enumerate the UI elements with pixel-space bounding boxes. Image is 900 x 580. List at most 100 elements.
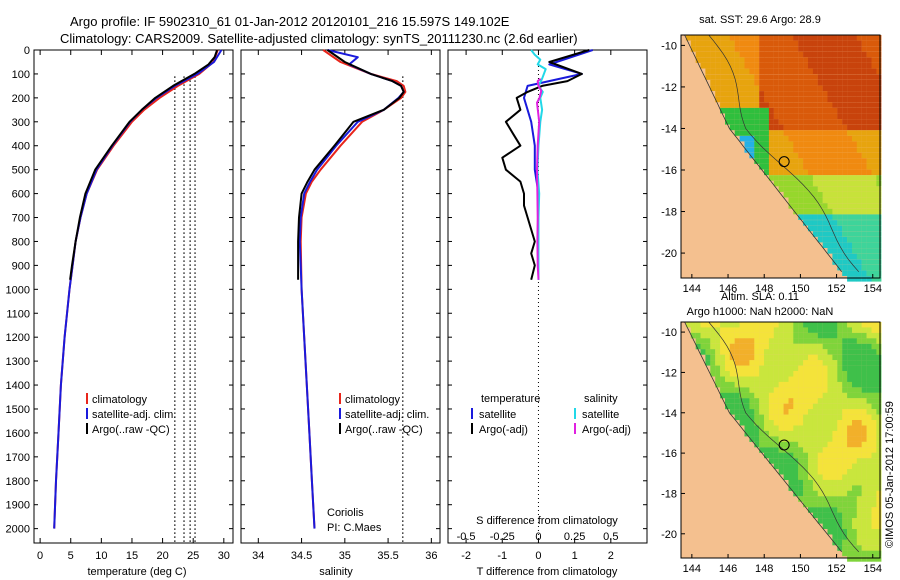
map-cell — [734, 124, 740, 131]
map-cell — [817, 85, 823, 91]
map-cell — [803, 124, 809, 131]
map-cell — [847, 343, 853, 350]
map-cell — [861, 197, 867, 204]
map-cell — [773, 96, 779, 103]
map-cell — [725, 322, 730, 328]
map-cell — [852, 68, 857, 75]
map-cell — [768, 376, 774, 382]
map-cell — [832, 539, 838, 546]
y-tick-label: 1600 — [6, 428, 30, 440]
map-cell — [808, 381, 813, 388]
map-cell — [725, 96, 730, 103]
map-cell — [876, 169, 882, 176]
map-cell — [847, 523, 853, 529]
map-cell — [803, 214, 809, 220]
map-cell — [866, 113, 872, 119]
map-cell — [866, 354, 872, 361]
map-cell — [715, 74, 721, 80]
map-cell — [812, 365, 818, 372]
map-cell — [842, 119, 848, 125]
map-cell — [734, 338, 740, 344]
y-tick-label: 1900 — [6, 500, 30, 512]
map-cell — [876, 147, 882, 153]
y-tick-label: 0 — [24, 45, 30, 57]
map-cell — [768, 420, 774, 426]
map-cell — [817, 436, 823, 442]
map-cell — [778, 124, 784, 131]
map-cell — [729, 349, 735, 355]
map-cell — [832, 332, 838, 339]
map-cell — [871, 474, 877, 480]
map-cell — [778, 141, 784, 147]
map-cell — [852, 441, 857, 448]
map-cell — [876, 96, 882, 103]
map-cell — [783, 91, 789, 97]
map-cell — [720, 381, 726, 388]
map-cell — [734, 398, 740, 404]
map-cell — [705, 322, 711, 328]
map-cell — [768, 63, 774, 69]
map-cell — [778, 68, 784, 75]
map-cell — [729, 40, 735, 47]
map-cell — [866, 225, 872, 232]
map-cell — [808, 365, 813, 372]
map-cell — [817, 74, 823, 80]
map-cell — [837, 231, 843, 237]
map-cell — [832, 349, 838, 355]
map-cell — [817, 220, 823, 226]
map-cell — [764, 85, 769, 91]
map-cell — [729, 85, 735, 91]
map-cell — [871, 463, 877, 470]
map-cell — [808, 169, 813, 176]
map-cell — [734, 63, 740, 69]
map-cell — [812, 57, 818, 63]
map-cell — [871, 376, 877, 382]
map-cell — [778, 152, 784, 159]
map-cell — [759, 387, 765, 393]
map-cell — [817, 119, 823, 125]
map-cell — [788, 338, 794, 344]
map-cell — [744, 376, 750, 382]
map-cell — [837, 529, 843, 535]
map-cell — [808, 403, 813, 410]
map-cell — [808, 203, 813, 209]
map-cell — [847, 220, 853, 226]
map-cell — [866, 327, 872, 333]
map-cell — [876, 545, 882, 551]
map-cell — [754, 376, 760, 382]
map-cell — [734, 409, 740, 415]
map-cell — [778, 113, 784, 119]
map-cell — [754, 152, 760, 159]
map-cell — [852, 479, 857, 486]
map-cell — [788, 322, 794, 328]
map-cell — [852, 57, 857, 63]
map-cell — [856, 523, 862, 529]
map-cell — [783, 130, 789, 136]
map-cell — [832, 113, 838, 119]
map-cell — [803, 479, 809, 486]
map-cell — [876, 135, 882, 142]
map-cell — [690, 35, 696, 41]
map-cell — [847, 113, 853, 119]
salinity-panel: 34 34.5 35 35.5 36 — [240, 49, 441, 562]
map-cell — [729, 96, 735, 103]
map-cell — [803, 130, 809, 136]
map-cell — [783, 381, 789, 388]
map-cell — [817, 152, 823, 159]
map-cell — [871, 354, 877, 361]
map-cell — [866, 360, 872, 366]
map-cell — [871, 518, 877, 524]
map-cell — [852, 436, 857, 442]
map-cell — [812, 398, 818, 404]
map-cell — [749, 141, 755, 147]
map-cell — [832, 231, 838, 237]
map-cell — [773, 79, 779, 86]
map-cell — [783, 192, 789, 198]
map-cell — [700, 57, 706, 63]
map-cell — [871, 203, 877, 209]
sla-map-title-2: Argo h1000: NaN h2000: NaN — [687, 306, 834, 318]
map-cell — [778, 338, 784, 344]
map-cell — [817, 458, 823, 464]
map-cell — [876, 85, 882, 91]
map-cell — [856, 186, 862, 192]
